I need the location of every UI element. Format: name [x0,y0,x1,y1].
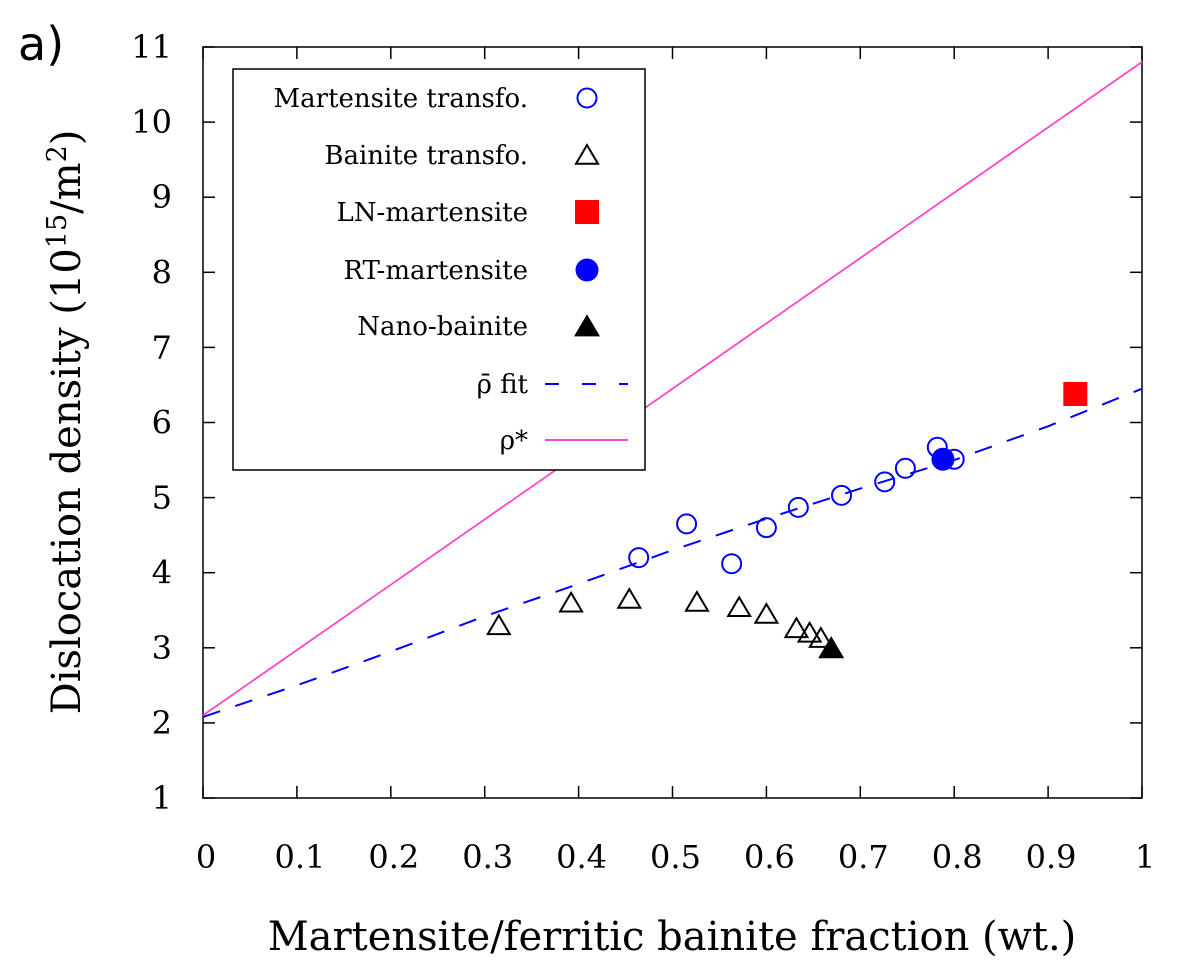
x-tick-label: 0.6 [744,838,795,876]
y-tick-label: 4 [152,554,172,592]
data-point-bainite-transfo [616,587,643,609]
x-tick-label: 0.2 [368,838,419,876]
y-tick-label: 11 [131,28,172,66]
x-tick-label: 0.9 [1026,838,1077,876]
y-tick-label: 10 [131,103,172,141]
x-tick-label: 0 [196,838,216,876]
y-tick-label: 8 [152,253,172,291]
series-lines [202,61,1143,718]
legend-label: Bainite transfo. [324,141,528,171]
y-tick-label: 7 [152,328,172,366]
y-tick-label: 5 [152,479,172,517]
y-tick-label: 1 [152,779,172,817]
legend-marker-ln-martensite [575,200,599,224]
legend-marker-rt-martensite [575,258,599,282]
series-line-series-6 [202,61,1143,717]
legend-marker-nano-bainite [574,314,600,337]
legend-label: ρ* [500,426,528,456]
legend-label: RT-martensite [343,256,528,286]
data-point-bainite-transfo [486,613,512,636]
x-axis-label: Martensite/ferritic bainite fraction (wt… [268,914,1077,960]
data-point-bainite-transfo [753,602,780,624]
data-point-martensite-transfo [894,457,916,479]
x-tick-label: 0.4 [556,838,607,876]
x-tick-label: 0.7 [838,838,889,876]
x-tick-label: 0.8 [932,838,983,876]
legend-label: ρ̄ fit [477,370,529,400]
x-tick-label: 0.3 [462,838,513,876]
legend-label: Martensite transfo. [274,84,528,114]
data-point-nano-bainite [818,636,845,659]
legend-label: Nano-bainite [357,312,528,342]
data-point-martensite-transfo [874,471,896,493]
data-point-martensite-transfo [676,513,698,535]
panel-label: a) [18,17,64,71]
legend-marker-bainite-transfo [574,143,600,165]
series-line-fit [202,387,1143,718]
x-tick-label: 0.5 [650,838,701,876]
data-point-bainite-transfo [808,626,834,648]
data-point-bainite-transfo [558,590,584,613]
data-point-bainite-transfo [796,620,823,643]
y-tick-label: 6 [152,404,172,442]
data-point-rt-martensite [931,447,955,471]
data-point-martensite-transfo [755,517,777,539]
data-points [486,381,1088,659]
ticks: 0 0.1 0.2 0.3 0.4 0.5 0.6 0.7 0.8 0.9 112345678910… [131,28,1155,876]
data-point-martensite-transfo [721,553,743,575]
y-axis-label: Dislocation density (1015/m2) [42,130,90,715]
data-point-martensite-transfo [831,484,853,506]
legend-label: LN-martensite [337,198,528,228]
data-point-ln-martensite [1063,381,1088,406]
x-tick-label: 0.1 [274,838,325,876]
data-point-bainite-transfo [783,616,810,639]
data-point-martensite-transfo [787,496,809,518]
legend: Martensite transfo. Bainite transfo. LN-ma… [232,68,646,471]
data-point-bainite-transfo [684,590,710,612]
y-tick-label: 3 [152,629,172,667]
data-point-martensite-transfo [628,547,650,569]
y-tick-label: 9 [152,178,172,216]
x-tick-label: 1 [1135,838,1155,876]
y-tick-label: 2 [152,704,172,742]
data-point-bainite-transfo [726,595,752,618]
legend-marker-martensite-transfo [576,87,598,109]
